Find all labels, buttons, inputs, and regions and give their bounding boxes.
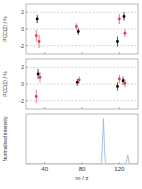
point bbox=[38, 40, 41, 43]
y-tick-label: 0 bbox=[21, 26, 24, 32]
point bbox=[118, 78, 121, 81]
x-tick bbox=[119, 52, 120, 54]
plot-area bbox=[35, 12, 126, 48]
grid-line bbox=[26, 67, 138, 68]
error-bar bbox=[117, 82, 118, 90]
error-bar bbox=[119, 75, 120, 83]
error-bar bbox=[123, 77, 124, 85]
error-bar bbox=[79, 77, 80, 84]
point bbox=[75, 25, 78, 28]
y-tick-label: 2 bbox=[21, 64, 24, 70]
x-tick-label: 120 bbox=[114, 166, 125, 172]
x-tick bbox=[44, 107, 45, 109]
x-tick bbox=[119, 107, 120, 109]
y-axis-label: PCC(1) / % bbox=[2, 71, 8, 97]
plot-frame bbox=[26, 59, 138, 109]
point bbox=[36, 18, 39, 21]
grid-line bbox=[26, 45, 138, 46]
x-tick-label: 40 bbox=[41, 166, 48, 172]
plot-area bbox=[35, 69, 126, 103]
point bbox=[116, 40, 119, 43]
grid-line bbox=[26, 29, 138, 30]
x-tick bbox=[82, 107, 83, 109]
y-tick-label: -2 bbox=[20, 43, 25, 49]
error-bar bbox=[40, 72, 41, 82]
spectrum-line bbox=[26, 119, 138, 164]
x-tick bbox=[82, 52, 83, 54]
point bbox=[122, 79, 125, 82]
figure: -2 0 2 PCC(2) / % -2 0 2 PCC(1) / % 40 80 120 Norma… bbox=[0, 0, 142, 189]
y-tick-label: -2 bbox=[20, 98, 25, 104]
y-tick-label: 0 bbox=[21, 81, 24, 87]
grid-line bbox=[26, 100, 138, 101]
point bbox=[39, 76, 42, 79]
point bbox=[37, 73, 40, 76]
error-bar bbox=[124, 29, 125, 37]
y-tick-label: 2 bbox=[21, 9, 24, 15]
point bbox=[77, 30, 80, 33]
plot-area bbox=[26, 119, 138, 164]
error-bar bbox=[77, 79, 78, 86]
plot-frame bbox=[26, 114, 138, 164]
error-bar bbox=[117, 37, 118, 47]
y-axis-label: Normalised intensity bbox=[2, 116, 8, 162]
point bbox=[124, 82, 127, 85]
error-bar bbox=[124, 12, 125, 20]
error-bar bbox=[119, 14, 120, 24]
error-bar bbox=[78, 28, 79, 35]
error-bar bbox=[38, 69, 39, 79]
y-axis-label: PCC(2) / % bbox=[2, 16, 8, 42]
x-tick bbox=[44, 52, 45, 54]
x-axis-label: m / z bbox=[76, 175, 89, 181]
error-bar bbox=[76, 23, 77, 30]
x-tick-label: 80 bbox=[79, 166, 86, 172]
point bbox=[76, 81, 79, 84]
point bbox=[116, 85, 119, 88]
error-bar bbox=[37, 15, 38, 23]
point bbox=[78, 78, 81, 81]
grid-line bbox=[26, 84, 138, 85]
point bbox=[123, 15, 126, 18]
error-bar bbox=[124, 79, 125, 87]
point bbox=[35, 34, 38, 37]
grid-line bbox=[26, 12, 138, 13]
error-bar bbox=[36, 30, 37, 42]
error-bar bbox=[36, 90, 37, 103]
point bbox=[35, 95, 38, 98]
error-bar bbox=[39, 35, 40, 48]
point bbox=[118, 18, 121, 21]
point bbox=[124, 32, 127, 35]
plot-frame bbox=[26, 4, 138, 54]
